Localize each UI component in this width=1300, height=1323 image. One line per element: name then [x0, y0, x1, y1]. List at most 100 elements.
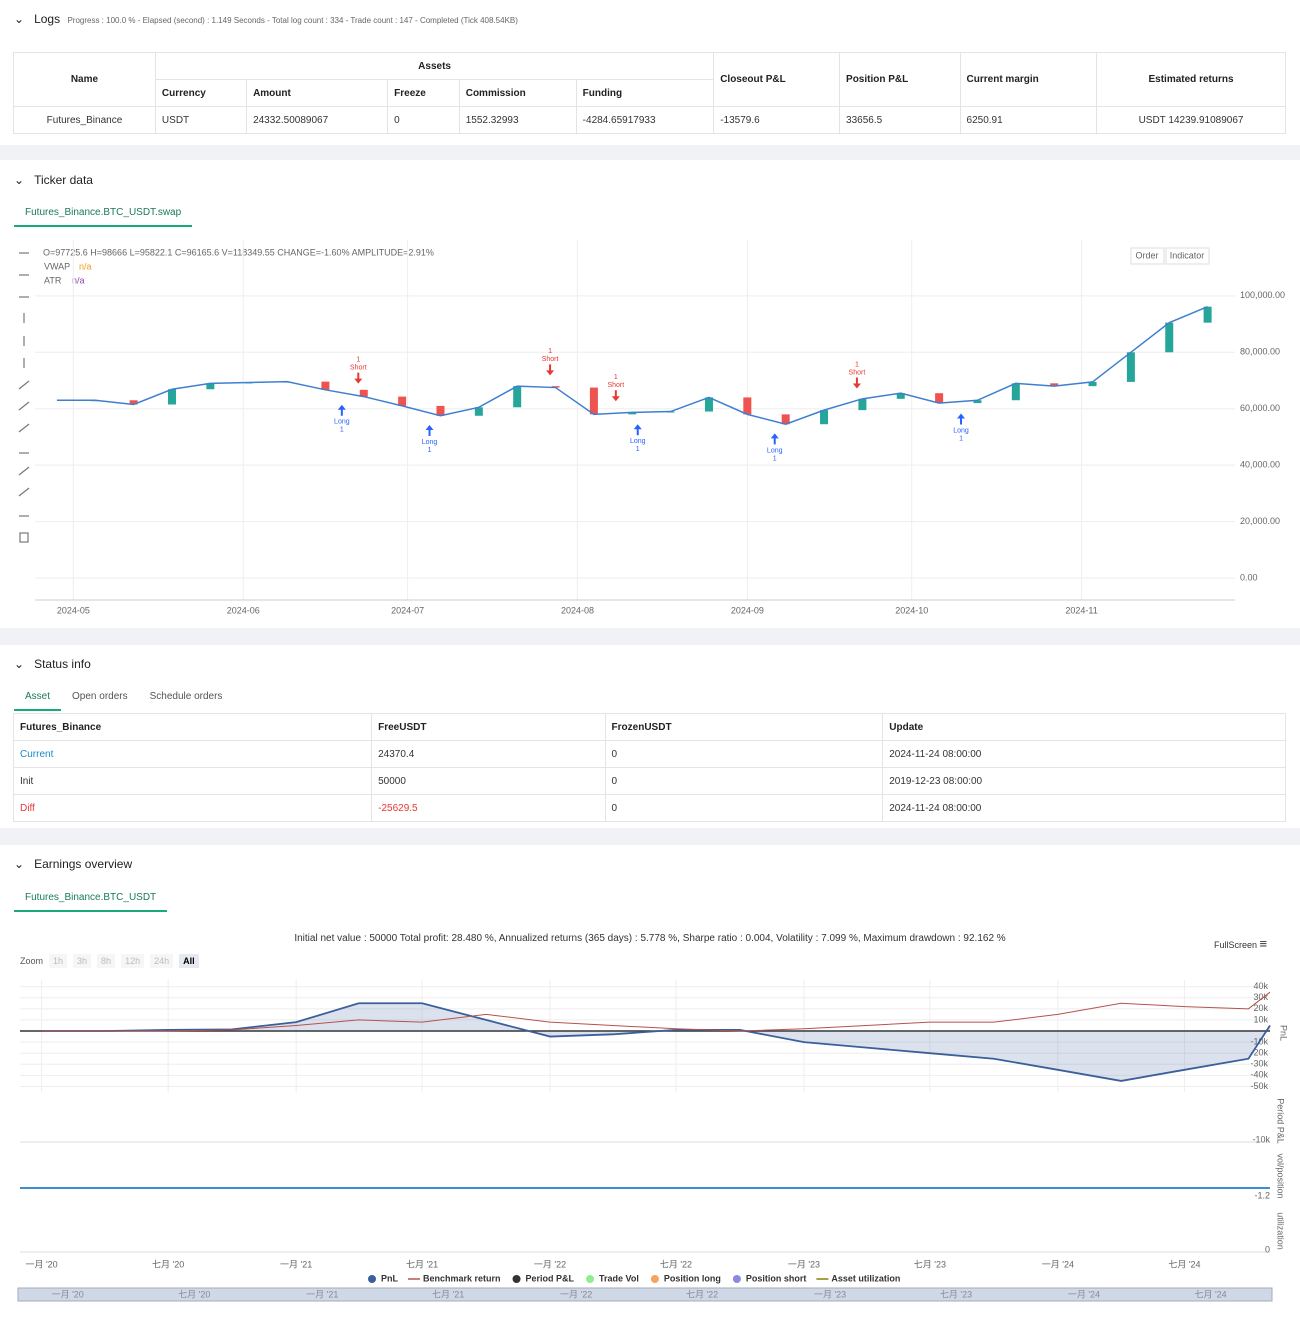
signal-label: Long — [422, 439, 438, 446]
earnings-tab[interactable]: Futures_Binance.BTC_USDT — [14, 885, 168, 912]
candle — [858, 398, 867, 411]
y-tick-label: -50k — [1250, 1081, 1268, 1091]
cell: 24370.4 — [371, 740, 606, 768]
signal-arrow — [354, 372, 363, 384]
navigator[interactable] — [17, 1287, 1273, 1302]
legend-name: VWAP — [44, 261, 70, 271]
fullscreen[interactable]: FullScreen ≡ — [1214, 936, 1268, 951]
series-line — [41, 991, 1271, 1032]
y-axis-title: PnL — [1279, 1025, 1289, 1041]
candle — [820, 410, 829, 425]
legend-swatch — [512, 1275, 521, 1283]
separator — [0, 828, 1300, 845]
x-tick-label: 2024-09 — [731, 605, 764, 615]
navigator-label: 七月 '22 — [686, 1289, 718, 1299]
cell: Init — [12, 767, 373, 795]
legend-swatch — [650, 1275, 659, 1283]
x-tick-label: 2024-05 — [57, 605, 90, 615]
zoom-button[interactable]: 3h — [73, 954, 92, 968]
legend-label[interactable]: Benchmark return — [423, 1273, 501, 1283]
cell: Diff — [12, 794, 373, 822]
panel-tick: -1.2 — [1254, 1190, 1270, 1200]
navigator-label: 一月 '24 — [1068, 1289, 1100, 1299]
earnings-title: Earnings overview — [34, 857, 133, 871]
zoom-button[interactable]: 8h — [97, 954, 116, 968]
signal-label: Long — [630, 438, 646, 445]
y-tick-label: 80,000.00 — [1240, 347, 1280, 357]
zoom-button[interactable]: 24h — [150, 954, 174, 968]
legend-label[interactable]: Period P&L — [526, 1273, 575, 1283]
progress: Progress : 100.0 % - Elapsed (second) : … — [67, 16, 518, 25]
order-button[interactable] — [1130, 247, 1165, 265]
legend-swatch — [368, 1275, 376, 1283]
toolbar[interactable] — [18, 252, 30, 543]
header-cell: Update — [882, 713, 1286, 741]
signal-label: Long — [767, 447, 783, 454]
order-button-label: Order — [1135, 250, 1158, 260]
signal-arrow — [633, 424, 642, 436]
stats: Initial net value : 50000 Total profit: … — [294, 933, 1006, 944]
cell: 6250.91 — [959, 106, 1098, 134]
signal-label: Short — [607, 382, 624, 389]
ohlc: O=97725.6 H=98666 L=95822.1 C=96165.6 V=… — [43, 247, 434, 257]
status-tab[interactable]: Open orders — [72, 691, 128, 702]
header-cell: Estimated returns — [1096, 52, 1286, 107]
earnings-header[interactable]: ⌄ Earnings overview — [14, 857, 133, 871]
candle — [167, 389, 176, 405]
legend-swatch — [586, 1275, 595, 1283]
header-row: Currency Amount Freeze Commission Funding — [14, 79, 1286, 107]
x-tick-label: 七月 '23 — [914, 1259, 946, 1269]
signal-arrow — [852, 377, 861, 389]
legend-label[interactable]: Position long — [664, 1273, 721, 1283]
candle — [1050, 383, 1059, 387]
legend-label[interactable]: Trade Vol — [599, 1273, 639, 1283]
legend-label[interactable]: Position short — [746, 1273, 807, 1283]
indicator-button[interactable] — [1165, 247, 1210, 265]
signal-qty: 1 — [548, 348, 552, 355]
separator — [0, 628, 1300, 645]
x-tick-label: 一月 '22 — [534, 1259, 566, 1269]
price-line — [56, 305, 1208, 426]
header-cell: FreeUSDT — [371, 713, 606, 741]
candle — [436, 405, 445, 416]
y-tick-label: -40k — [1250, 1070, 1268, 1080]
cell: USDT 14239.91089067 — [1096, 106, 1286, 134]
signal-qty: 1 — [614, 374, 618, 381]
candle — [206, 383, 215, 390]
legend-label[interactable]: Asset utilization — [831, 1273, 900, 1283]
header-cell: Currency — [154, 79, 248, 107]
navigator-label: 一月 '23 — [814, 1289, 846, 1299]
logs-header[interactable]: ⌄ Logs Progress : 100.0 % - Elapsed (seco… — [14, 12, 518, 26]
indicator-button-label: Indicator — [1170, 250, 1205, 260]
signal-qty: 1 — [773, 455, 777, 462]
candle — [1126, 352, 1135, 382]
price-chart: O=97725.6 H=98666 L=95822.1 C=96165.6 V=… — [18, 240, 1285, 615]
ticker-tab[interactable]: Futures_Binance.BTC_USDT.swap — [14, 200, 193, 227]
legend-label[interactable]: PnL — [381, 1273, 399, 1283]
status-tab[interactable]: Schedule orders — [149, 691, 223, 702]
zoom-button[interactable]: 1h — [49, 954, 68, 968]
header-cell: Freeze — [387, 79, 460, 107]
signal-qty: 1 — [636, 446, 640, 453]
navigator-label: 七月 '24 — [1194, 1289, 1226, 1299]
zoom-button[interactable]: 12h — [121, 954, 145, 968]
candle — [1011, 383, 1020, 401]
cell: 50000 — [371, 767, 606, 795]
logs-title: Logs — [34, 12, 61, 26]
y-tick-label: -30k — [1250, 1059, 1268, 1069]
y-tick-label: -20k — [1250, 1048, 1268, 1058]
signal-arrow — [957, 413, 966, 425]
navigator-label: 七月 '20 — [178, 1289, 210, 1299]
status-tab[interactable]: Asset — [14, 684, 62, 711]
candle — [973, 400, 982, 404]
panel-title: Period P&L — [1276, 1098, 1286, 1144]
candle — [628, 412, 637, 415]
y-tick-label: 30k — [1253, 992, 1268, 1002]
candle — [474, 407, 483, 416]
zoom-button[interactable]: All — [179, 954, 199, 968]
fullscreen-label: FullScreen — [1214, 940, 1258, 950]
signal-qty: 1 — [356, 356, 360, 363]
ticker-header[interactable]: ⌄ Ticker data — [14, 173, 93, 187]
status-header[interactable]: ⌄ Status info — [14, 657, 91, 671]
